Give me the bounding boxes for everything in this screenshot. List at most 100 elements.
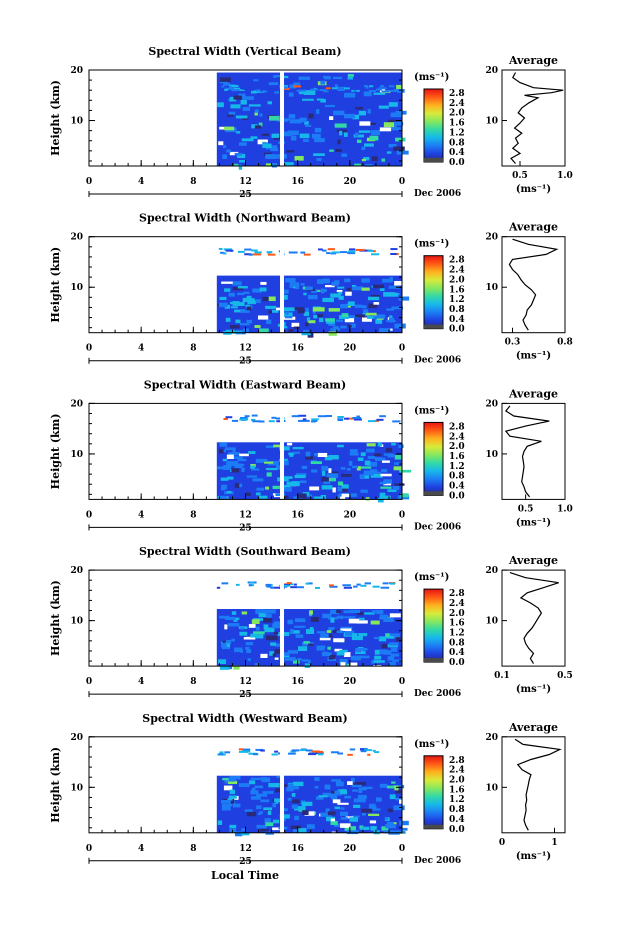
heatmap-cells xyxy=(216,236,410,338)
heatmap-cell xyxy=(316,750,324,753)
heatmap-cell xyxy=(241,467,245,472)
colorbar-label: 0.8 xyxy=(449,472,465,482)
heatmap-cell xyxy=(276,465,282,470)
heatmap-cell xyxy=(259,287,267,292)
heatmap-cell xyxy=(279,814,290,819)
panel-title: Spectral Width (Eastward Beam) xyxy=(144,378,346,391)
colorbar xyxy=(423,421,444,496)
heatmap-cell xyxy=(284,118,290,121)
heatmap-cell xyxy=(228,111,236,115)
heatmap-cell xyxy=(353,134,365,138)
heatmap-cell xyxy=(268,783,280,788)
heatmap-cell xyxy=(375,797,382,802)
heatmap-cell xyxy=(366,443,376,447)
heatmap-cell xyxy=(257,315,269,320)
heatmap-cell xyxy=(247,300,256,305)
day-label: 25 xyxy=(239,857,252,867)
heatmap-cell xyxy=(316,98,324,101)
heatmap-cell xyxy=(338,481,344,486)
heatmap-cell xyxy=(367,109,371,114)
average-y-tick-label: 20 xyxy=(485,66,498,76)
heatmap-cell xyxy=(305,322,309,327)
x-tick-label: 20 xyxy=(344,510,357,520)
heatmap-cell xyxy=(302,828,307,834)
heatmap-cell xyxy=(242,96,254,100)
heatmap-cell xyxy=(287,130,299,136)
heatmap-cell xyxy=(345,630,355,636)
heatmap-cell xyxy=(337,139,341,145)
average-frame xyxy=(501,402,566,500)
heatmap-cell xyxy=(310,88,319,91)
heatmap-cell xyxy=(220,251,225,254)
heatmap-cell xyxy=(338,295,344,300)
heatmap-cell xyxy=(263,624,269,630)
heatmap-cell xyxy=(266,635,278,641)
heatmap-cell xyxy=(336,319,343,322)
heatmap-cell xyxy=(337,89,345,92)
x-tick-label: 12 xyxy=(239,177,252,187)
heatmap-cell xyxy=(393,785,405,789)
heatmap-cell xyxy=(350,449,358,454)
heatmap-cell xyxy=(340,496,346,499)
average-frame xyxy=(501,69,566,167)
heatmap-cell xyxy=(283,484,291,490)
colorbar-label: 2.0 xyxy=(449,776,465,786)
heatmap-cell xyxy=(217,820,223,825)
heatmap-cell xyxy=(289,630,300,634)
heatmap-cell xyxy=(291,415,300,418)
heatmap-cell xyxy=(297,657,302,661)
heatmap-cell xyxy=(377,497,384,503)
heatmap-cell xyxy=(228,452,240,456)
data-gap xyxy=(280,236,285,333)
heatmap-cell xyxy=(291,793,296,797)
heatmap-cell xyxy=(297,646,308,651)
heatmap-cell xyxy=(292,659,300,664)
heatmap-cell xyxy=(359,474,365,480)
heatmap-cell xyxy=(369,469,378,474)
heatmap-cell xyxy=(231,638,235,642)
heatmap-cell xyxy=(325,808,330,813)
heatmap-cell xyxy=(302,810,309,816)
heatmap-cell xyxy=(340,823,351,828)
heatmap-cell xyxy=(288,114,296,119)
heatmap-cell xyxy=(307,582,313,585)
heatmap-cell xyxy=(244,248,252,251)
heatmap-cell xyxy=(327,476,336,482)
heatmap-cell xyxy=(282,495,289,499)
heatmap-cell xyxy=(271,753,278,756)
heatmap-cell xyxy=(380,85,384,88)
heatmap-cell xyxy=(224,751,231,754)
heatmap-cell xyxy=(222,145,227,149)
heatmap-cell xyxy=(255,492,261,496)
heatmap-cell xyxy=(373,314,386,319)
heatmap-cell xyxy=(336,630,344,634)
average-profile-line xyxy=(504,405,550,498)
heatmap-cell xyxy=(238,164,243,170)
heatmap-cell xyxy=(319,89,327,92)
heatmap-cell xyxy=(282,808,288,812)
heatmap-cell xyxy=(331,251,340,254)
heatmap-cell xyxy=(289,583,293,586)
heatmap-cell xyxy=(388,143,397,148)
heatmap-cell xyxy=(320,99,326,103)
heatmap-cell xyxy=(304,663,311,668)
heatmap-cell xyxy=(260,90,268,93)
heatmap-cell xyxy=(379,495,391,500)
heatmap-cell xyxy=(218,659,227,665)
heatmap-cell xyxy=(268,310,272,314)
heatmap-cell xyxy=(341,493,350,498)
heatmap-cell xyxy=(332,799,341,804)
heatmap-cell xyxy=(250,796,261,800)
heatmap-cell xyxy=(283,75,289,79)
x-tick-label: 12 xyxy=(239,344,252,354)
heatmap-cell xyxy=(389,315,393,320)
heatmap-cell xyxy=(219,296,227,301)
heatmap-cell xyxy=(291,322,300,328)
heatmap-cell xyxy=(392,486,400,490)
heatmap-cell xyxy=(263,609,276,614)
heatmap-cell xyxy=(267,101,272,105)
heatmap-cell xyxy=(251,418,256,421)
x-tick-label: 20 xyxy=(344,677,357,687)
heatmap-cell xyxy=(268,296,276,302)
heatmap-cell xyxy=(369,135,379,141)
